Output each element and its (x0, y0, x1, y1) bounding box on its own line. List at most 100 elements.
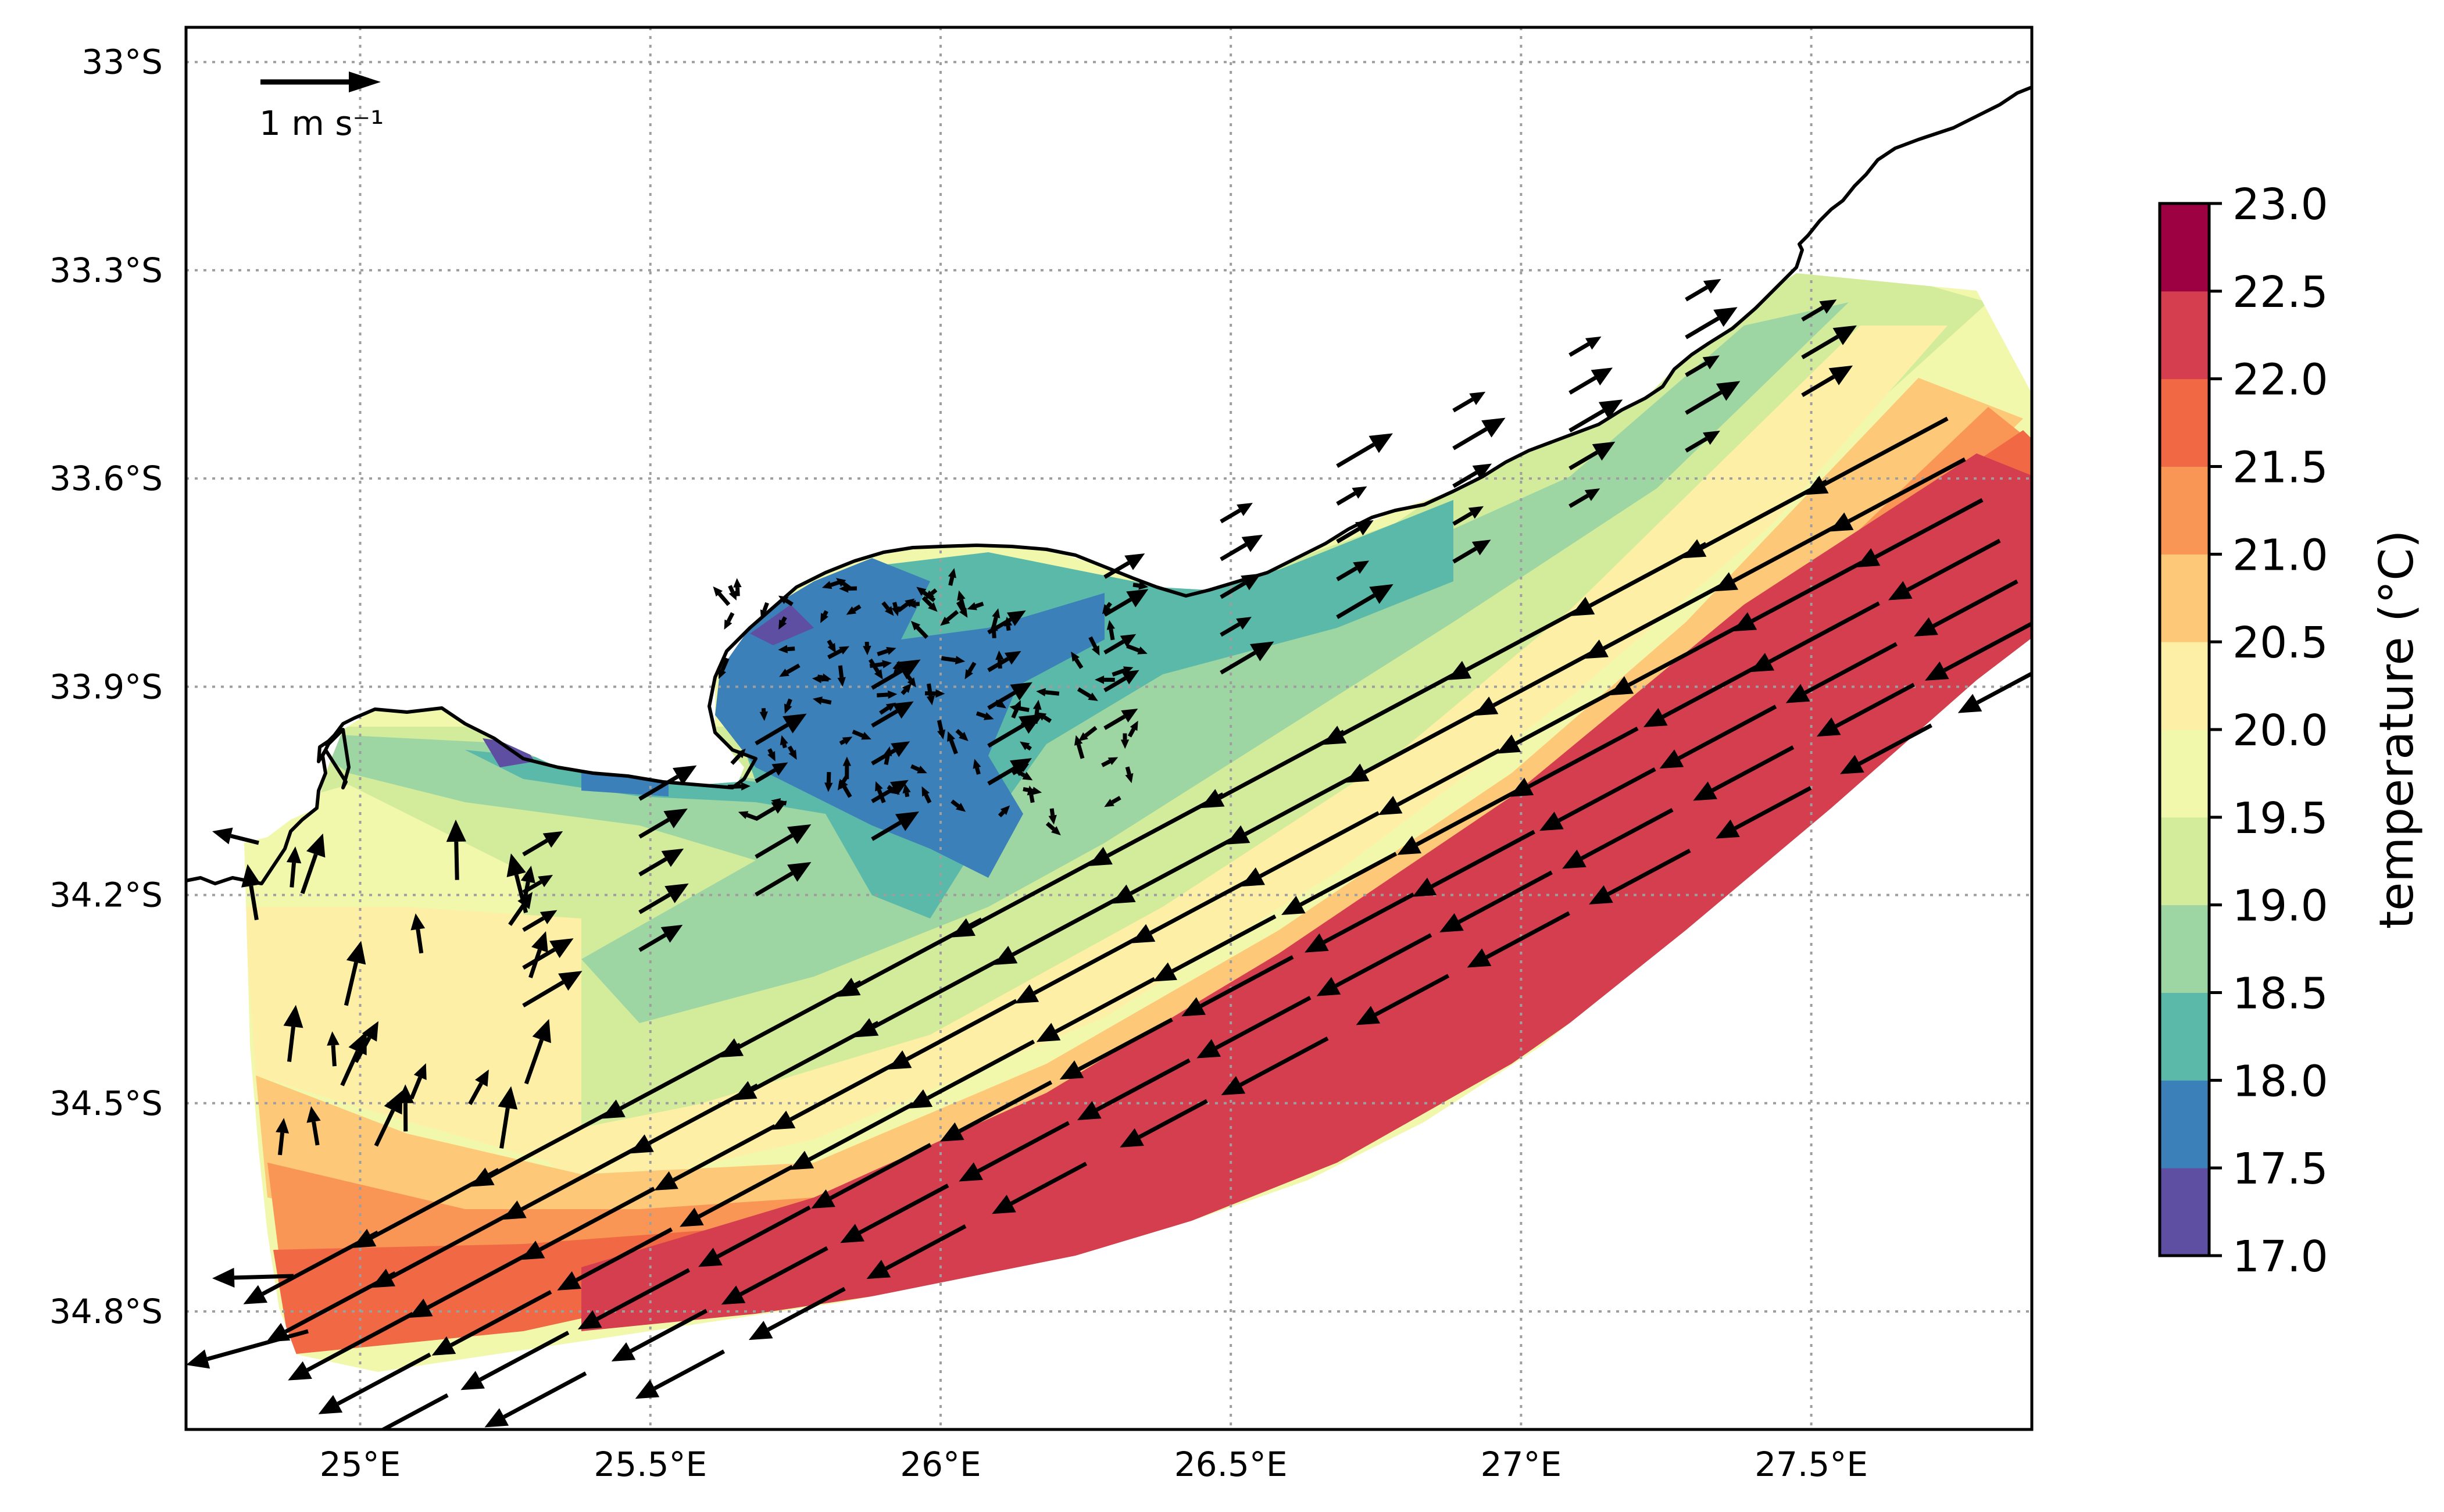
velocity-arrow (767, 748, 776, 762)
colorbar-swatch (2160, 730, 2209, 818)
velocity-arrow (976, 711, 994, 720)
colorbar-swatch (2160, 1168, 2209, 1256)
velocity-arrow (1801, 299, 1837, 322)
velocity-arrow (446, 819, 466, 880)
velocity-arrow (921, 596, 938, 612)
velocity-arrow (522, 831, 563, 857)
velocity-arrow (1102, 602, 1112, 614)
temperature-band (273, 430, 2032, 1354)
velocity-arrow (755, 862, 812, 897)
velocity-arrow (901, 683, 912, 695)
velocity-arrow (1010, 766, 1033, 781)
velocity-arrow (1397, 789, 1518, 855)
velocity-arrow (1036, 712, 1052, 723)
temperature-band (715, 558, 1105, 878)
colorbar-swatch (2160, 554, 2209, 642)
velocity-arrow (1281, 852, 1398, 915)
velocity-arrow (318, 1352, 431, 1414)
colorbar-tick-label: 20.0 (2232, 706, 2328, 756)
colorbar-tick-label: 18.5 (2232, 969, 2328, 1019)
y-tick-labels: 33°S 33.3°S 33.6°S 33.9°S 34.2°S 34.5°S 34.8°S (49, 42, 163, 1331)
colorbar-swatch (2160, 642, 2209, 730)
velocity-arrow (1412, 830, 1535, 897)
velocity-arrow (1589, 848, 1691, 905)
velocity-arrow (1103, 553, 1145, 579)
velocity-arrow (967, 602, 984, 610)
colorbar-swatch (2160, 992, 2209, 1081)
velocity-arrow (891, 602, 900, 617)
velocity-arrow (1914, 579, 2018, 637)
velocity-arrow (1685, 278, 1721, 302)
velocity-arrow (812, 696, 832, 705)
velocity-arrow (877, 690, 898, 699)
velocity-arrow (906, 599, 920, 609)
temperature-band (581, 453, 2032, 1331)
velocity-arrow (431, 1290, 552, 1356)
velocity-arrow (827, 639, 836, 653)
velocity-arrow (951, 799, 966, 812)
velocity-arrow (1643, 664, 1760, 727)
velocity-arrow (941, 656, 966, 664)
velocity-arrow (755, 713, 807, 746)
velocity-arrow (1785, 642, 1898, 703)
velocity-arrow (1106, 620, 1115, 641)
velocity-arrow (755, 824, 812, 859)
velocity-arrow (921, 786, 932, 804)
colorbar-tick-label: 20.5 (2232, 618, 2328, 668)
velocity-arrow (871, 701, 914, 728)
velocity-arrow (186, 1329, 309, 1369)
velocity-arrow (1925, 621, 2032, 681)
velocity-arrow (842, 756, 852, 780)
velocity-arrow (787, 745, 797, 760)
velocity-arrow (863, 641, 871, 656)
y-tick-label: 33°S (81, 42, 163, 82)
x-tick-label: 26°E (900, 1445, 981, 1484)
reference-arrow: 1 m s⁻¹ (259, 72, 384, 143)
velocity-arrow (840, 1184, 949, 1243)
velocity-arrow (1685, 430, 1720, 453)
velocity-arrow (1816, 682, 1915, 737)
velocity-arrow (916, 587, 936, 602)
velocity-arrow (993, 895, 1121, 965)
velocity-arrow (288, 1311, 414, 1381)
velocity-arrow (910, 620, 928, 639)
velocity-arrow (1003, 616, 1013, 631)
velocity-arrow (1181, 955, 1294, 1017)
colorbar-tick-label: 23.0 (2232, 180, 2328, 230)
velocity-arrow (839, 737, 853, 745)
colorbar-tick-label: 17.0 (2232, 1232, 2328, 1282)
velocity-arrow (1568, 399, 1623, 432)
velocity-arrow (871, 812, 919, 841)
colorbar-title: temperature (°C) (2370, 530, 2424, 930)
velocity-arrow (212, 827, 259, 845)
velocity-arrow (877, 646, 896, 656)
colorbar-swatch (2160, 291, 2209, 380)
x-tick-labels: 25°E 25.5°E 26°E 26.5°E 27°E 27.5°E (320, 1445, 1868, 1484)
velocity-arrow (522, 971, 583, 1008)
velocity-arrow (718, 657, 730, 680)
velocity-arrow (1336, 486, 1367, 506)
velocity-arrow (344, 941, 366, 1006)
velocity-arrow (991, 608, 1001, 630)
velocity-arrow (884, 746, 892, 765)
velocity-arrow (1220, 641, 1274, 675)
colorbar: 23.0 22.5 22.0 21.5 21.0 20.5 20.0 19.5 19.0 18.5… (2158, 180, 2424, 1282)
velocity-arrow (771, 798, 787, 807)
velocity-arrow (1957, 671, 2032, 713)
velocity-arrow (1221, 1036, 1329, 1096)
velocity-arrow (1048, 808, 1057, 825)
velocity-arrow (1316, 933, 1432, 996)
velocity-arrow (1452, 506, 1484, 526)
velocity-arrow (1220, 573, 1262, 599)
velocity-arrow (1125, 766, 1134, 784)
x-tick-label: 25.5°E (594, 1445, 707, 1484)
velocity-arrow (760, 602, 769, 620)
velocity-arrow (1568, 441, 1616, 470)
velocity-arrow (881, 601, 894, 616)
velocity-arrow (522, 910, 558, 932)
velocity-arrow (1088, 636, 1100, 656)
velocity-arrow (1496, 685, 1621, 754)
velocity-arrow (998, 805, 1010, 818)
reference-arrow-label: 1 m s⁻¹ (259, 103, 384, 143)
colorbar-tick-label: 19.0 (2232, 881, 2328, 931)
